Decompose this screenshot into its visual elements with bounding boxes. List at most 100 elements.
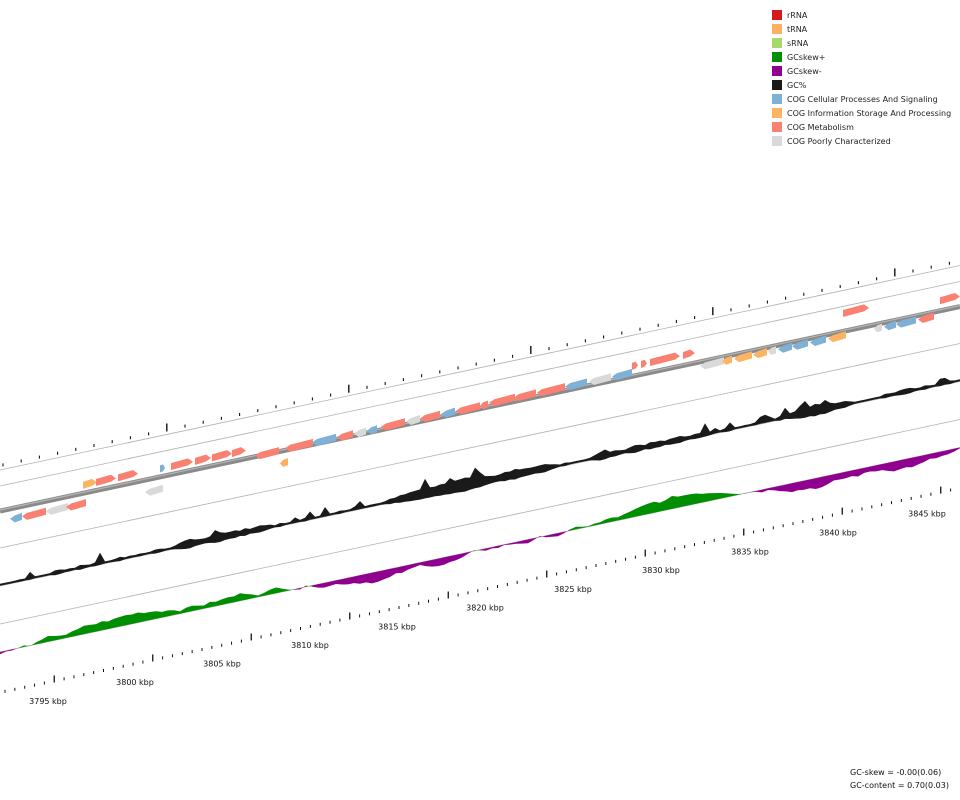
gc-skew-negative (804, 479, 810, 490)
gc-skew-positive (720, 493, 726, 499)
legend-item-gc: GC% (772, 78, 951, 92)
legend-label: COG Poorly Characterized (787, 136, 891, 146)
gc-skew-positive (738, 493, 744, 495)
gc-skew-positive (576, 526, 582, 530)
gc-skew-positive (126, 614, 132, 626)
outer-tick-scale (2, 261, 950, 467)
gc-skew-negative (882, 462, 888, 471)
gc-skew-negative (774, 485, 780, 492)
gene-arrow (514, 389, 536, 402)
gc-skew-negative (894, 460, 900, 472)
gene-arrow (118, 470, 138, 482)
gene-arrow (456, 402, 480, 415)
gene-arrow (565, 378, 587, 391)
gc-skew-positive (186, 605, 192, 613)
gene-arrow (171, 458, 193, 471)
gc-skew-negative (6, 649, 12, 652)
gc-skew-negative (318, 583, 324, 588)
gc-skew-negative (906, 457, 912, 468)
gc-skew-negative (828, 474, 834, 484)
gc-skew-positive (258, 592, 264, 597)
gc-skew-positive (624, 511, 630, 520)
gc-skew-positive (600, 519, 606, 525)
gc-skew-positive (150, 611, 156, 620)
gc-skew-negative (414, 562, 420, 568)
gc-skew-positive (60, 634, 66, 640)
gc-skew-positive (90, 624, 96, 633)
gc-skew-positive (222, 597, 228, 605)
legend-swatch (772, 108, 782, 118)
track-line (0, 265, 960, 471)
gc-skew-negative (498, 544, 504, 548)
gene-arrow (489, 393, 515, 407)
scale-label: 3795 kbp (29, 697, 67, 706)
gc-skew-positive (252, 594, 258, 599)
gc-skew-negative (900, 459, 906, 470)
legend-swatch (772, 66, 782, 76)
legend-item-cog-poorly: COG Poorly Characterized (772, 134, 951, 148)
gc-skew-positive (204, 601, 210, 609)
gc-skew-negative (450, 554, 456, 562)
stats-panel: GC-skew = -0.00(0.06) GC-content = 0.70(… (850, 766, 949, 792)
gc-skew-positive (42, 636, 48, 644)
gene-arrow (420, 410, 440, 423)
gc-skew-negative (516, 540, 522, 544)
gene-arrow (700, 357, 724, 370)
gc-skew-negative (840, 471, 846, 480)
gc-skew-positive (138, 612, 144, 623)
gene-arrow (83, 478, 97, 489)
kbp-scale: 3795 kbp 3800 kbp 3805 kbp 3810 kbp 3815 kbp… (4, 486, 952, 706)
gc-skew-negative (810, 478, 816, 489)
gene-arrow (874, 323, 882, 333)
gc-skew-positive (732, 493, 738, 497)
gene-arrow (232, 447, 246, 458)
gc-skew-positive (234, 593, 240, 603)
gc-content-track (0, 377, 960, 586)
gc-skew-negative (852, 469, 858, 477)
gc-skew-positive (78, 625, 84, 636)
scale-label: 3815 kbp (378, 622, 416, 631)
legend-item-rrna: rRNA (772, 8, 951, 22)
gene-arrow (632, 361, 638, 370)
gc-content-plot (0, 377, 960, 586)
scale-label: 3805 kbp (203, 660, 241, 669)
gene-arrow (441, 407, 455, 418)
legend-label: GC% (787, 80, 807, 90)
gc-skew-negative (564, 529, 570, 534)
gc-skew-positive (270, 587, 276, 595)
gc-skew-negative (402, 565, 408, 573)
legend-item-cog-cellular: COG Cellular Processes And Signaling (772, 92, 951, 106)
gc-skew-negative (294, 588, 300, 590)
gc-skew-negative (426, 560, 432, 567)
gc-skew-positive (636, 506, 642, 517)
gc-content-stat: GC-content = 0.70(0.03) (850, 781, 949, 790)
gc-skew-positive (660, 499, 666, 512)
gc-skew-positive (132, 612, 138, 624)
gene-arrow (683, 349, 695, 360)
scale-label: 3825 kbp (554, 585, 592, 594)
gc-skew-negative (12, 648, 18, 651)
gc-skew-positive (594, 522, 600, 526)
gc-skew-positive (648, 501, 654, 514)
gc-skew-positive (156, 611, 162, 619)
gc-skew-negative (948, 448, 954, 455)
legend-label: GCskew+ (787, 52, 826, 62)
gene-arrow (810, 335, 826, 346)
track-line (0, 343, 960, 549)
gc-skew-positive (48, 636, 54, 642)
legend: rRNA tRNA sRNA GCskew+ GCskew- GC% COG C… (772, 8, 951, 148)
gene-arrow (843, 304, 869, 317)
gene-arrow (753, 348, 767, 359)
gc-skew-negative (384, 568, 390, 580)
gene-arrow (792, 339, 808, 350)
legend-label: sRNA (787, 38, 809, 48)
gc-skew-negative (888, 461, 894, 472)
gc-skew-negative (762, 488, 768, 493)
gc-skew-negative (438, 557, 444, 567)
scale-label: 3830 kbp (642, 566, 680, 575)
gc-skew-negative (936, 451, 942, 459)
scale-label: 3840 kbp (819, 529, 857, 538)
gc-skew-negative (0, 650, 6, 655)
gene-arrow (918, 312, 934, 323)
